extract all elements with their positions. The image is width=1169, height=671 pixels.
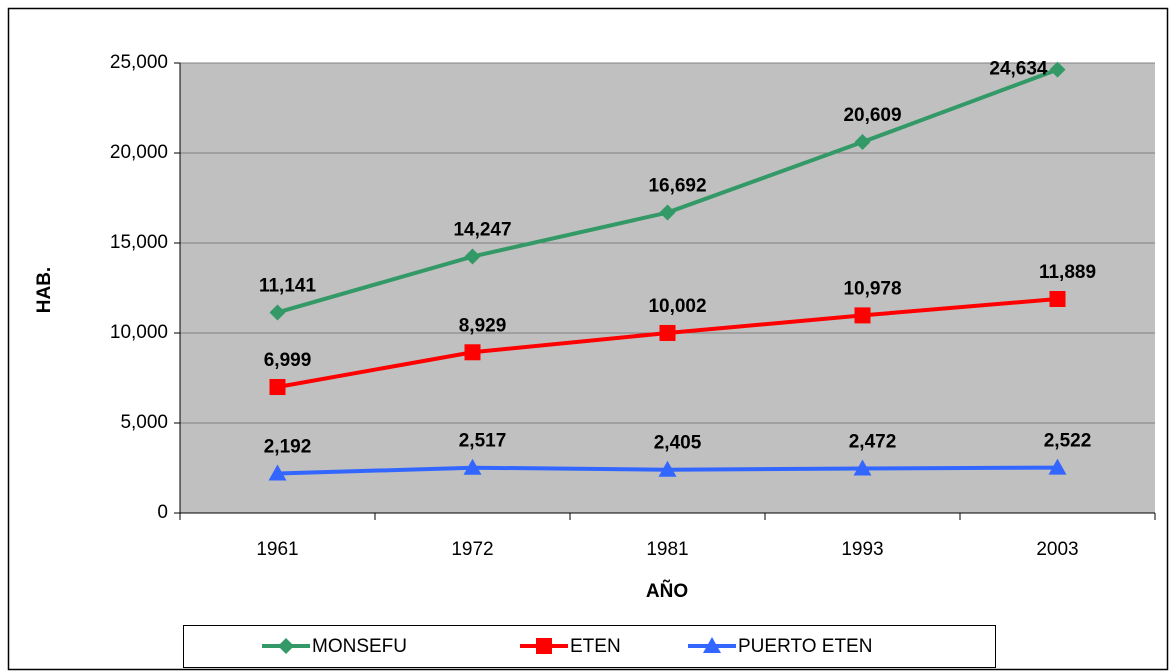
data-label: 11,141 — [259, 275, 316, 296]
y-tick-label: 20,000 — [110, 142, 168, 163]
y-tick-label: 10,000 — [110, 322, 168, 343]
data-label: 2,472 — [849, 432, 897, 453]
point — [853, 459, 872, 476]
data-label: 2,517 — [459, 431, 507, 452]
legend-marker — [703, 637, 721, 653]
point — [269, 379, 286, 396]
legend-marker — [278, 638, 294, 654]
data-label: 20,609 — [843, 105, 901, 126]
point — [464, 248, 481, 265]
plot-area — [180, 63, 1155, 513]
point — [659, 324, 676, 341]
x-tick-label: 1961 — [256, 539, 298, 560]
point — [659, 204, 676, 221]
data-label: 14,247 — [453, 220, 511, 241]
point — [463, 458, 482, 475]
point — [854, 307, 871, 324]
data-label: 24,634 — [989, 59, 1048, 80]
point — [269, 304, 286, 321]
data-label: 8,929 — [459, 315, 507, 336]
y-tick-label: 5,000 — [120, 412, 168, 433]
data-label: 2,522 — [1044, 431, 1092, 452]
point — [658, 460, 677, 477]
legend-marker — [536, 638, 552, 654]
y-axis-title: HAB. — [34, 267, 55, 313]
data-label: 2,405 — [654, 433, 702, 454]
x-tick-label: 1981 — [646, 539, 688, 560]
x-axis-title: AÑO — [646, 580, 688, 602]
point — [854, 134, 871, 151]
y-tick-label: 15,000 — [110, 232, 168, 253]
point — [464, 344, 481, 361]
data-label: 16,692 — [648, 176, 706, 197]
point — [268, 464, 287, 481]
y-tick-label: 25,000 — [110, 52, 168, 73]
point — [1048, 458, 1067, 475]
legend-label: MONSEFU — [312, 636, 407, 657]
data-label: 6,999 — [264, 350, 312, 371]
legend-label: ETEN — [570, 636, 621, 657]
data-label: 2,192 — [264, 437, 312, 458]
y-tick-label: 0 — [157, 502, 168, 523]
x-tick-label: 1972 — [451, 539, 493, 560]
data-label: 10,978 — [843, 278, 901, 299]
point — [1049, 290, 1066, 307]
x-tick-label: 1993 — [841, 539, 883, 560]
data-label: 11,889 — [1039, 262, 1096, 283]
data-label: 10,002 — [648, 296, 706, 317]
legend — [183, 625, 996, 668]
x-tick-label: 2003 — [1036, 539, 1078, 560]
legend-label: PUERTO ETEN — [738, 636, 872, 657]
point — [1049, 61, 1066, 78]
